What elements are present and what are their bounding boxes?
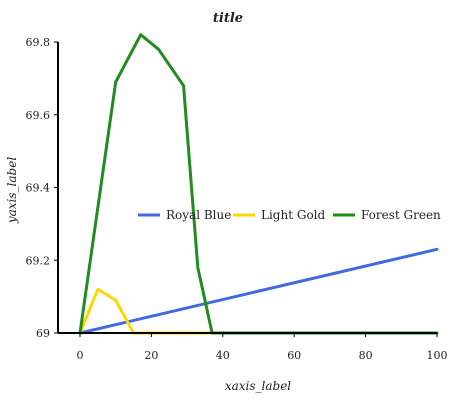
x-tick-label: 60 bbox=[287, 349, 301, 362]
y-tick-label: 69.6 bbox=[26, 109, 51, 122]
x-axis-label: xaxis_label bbox=[225, 379, 291, 393]
y-tick-label: 69.2 bbox=[26, 254, 51, 267]
legend: Royal Blue Light Gold Forest Green bbox=[138, 208, 441, 222]
y-axis-label: yaxis_label bbox=[5, 157, 19, 224]
x-tick-label: 40 bbox=[216, 349, 230, 362]
x-tick-label: 0 bbox=[77, 349, 84, 362]
chart-title: title bbox=[213, 11, 243, 26]
plot-area bbox=[78, 33, 439, 335]
legend-label-light-gold: Light Gold bbox=[261, 208, 326, 222]
series-line-forest-green bbox=[78, 33, 439, 335]
legend-label-royal-blue: Royal Blue bbox=[166, 208, 231, 222]
y-tick-label: 69 bbox=[36, 327, 50, 340]
y-tick-label: 69.4 bbox=[26, 182, 51, 195]
x-tick-label: 20 bbox=[144, 349, 158, 362]
x-axis: 0 20 40 60 80 100 bbox=[58, 332, 448, 362]
legend-label-forest-green: Forest Green bbox=[361, 208, 441, 222]
series-line-royal-blue bbox=[78, 247, 439, 335]
x-tick-label: 100 bbox=[427, 349, 448, 362]
x-tick-label: 80 bbox=[359, 349, 373, 362]
series-line-light-gold bbox=[78, 287, 439, 335]
y-axis: 69 69.2 69.4 69.6 69.8 bbox=[26, 36, 59, 340]
y-tick-label: 69.8 bbox=[26, 36, 51, 49]
